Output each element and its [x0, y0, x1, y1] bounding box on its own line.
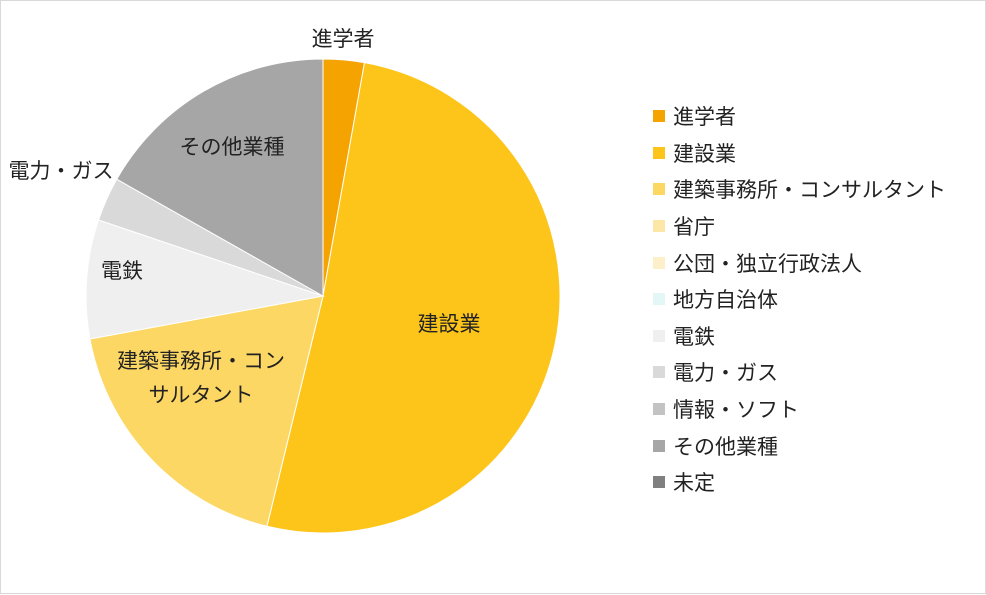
legend-swatch-0	[653, 110, 665, 123]
slice-label-6: 電鉄	[101, 259, 143, 283]
legend-swatch-10	[653, 476, 665, 489]
legend: 進学者建設業建築事務所・コンサルタント 省庁公団・独立行政法人 地方自治体電鉄電力・…	[653, 98, 946, 501]
legend-label-5: 地方自治体	[673, 288, 778, 313]
legend-item-9: その他業種	[653, 427, 946, 464]
legend-label-10: 未定	[673, 471, 715, 496]
slice-label-0: 進学者	[312, 27, 375, 51]
legend-swatch-3	[653, 220, 665, 233]
slice-label-2-line-1: サルタント	[149, 383, 254, 407]
legend-item-4: 公団・独立行政法人	[653, 244, 946, 281]
legend-item-1: 建設業	[653, 135, 946, 172]
slice-label-7: 電力・ガス	[9, 159, 114, 183]
slice-label-1: 建設業	[418, 312, 481, 336]
legend-swatch-6	[653, 329, 665, 342]
legend-item-6: 電鉄	[653, 318, 946, 355]
slice-label-9: その他業種	[180, 135, 285, 159]
slice-label-2-line-0: 建築事務所・コン	[117, 349, 285, 373]
legend-swatch-9	[653, 439, 665, 452]
legend-swatch-8	[653, 403, 665, 416]
legend-label-4: 公団・独立行政法人	[673, 251, 862, 276]
legend-label-7: 電力・ガス	[673, 361, 778, 386]
legend-item-2: 建築事務所・コンサルタント	[653, 171, 946, 208]
legend-item-10: 未定	[653, 464, 946, 501]
legend-item-0: 進学者	[653, 98, 946, 135]
legend-label-8: 情報・ソフト	[673, 398, 799, 423]
pie-slice-2	[89, 295, 324, 527]
legend-swatch-7	[653, 366, 665, 379]
legend-swatch-4	[653, 256, 665, 269]
legend-item-7: 電力・ガス	[653, 354, 946, 391]
legend-label-6: 電鉄	[673, 324, 715, 349]
legend-item-3: 省庁	[653, 208, 946, 245]
legend-item-5: 地方自治体	[653, 281, 946, 318]
pie-slices	[85, 58, 561, 534]
legend-label-1: 建設業	[673, 141, 736, 166]
pie-slice-6	[85, 219, 325, 340]
legend-label-0: 進学者	[673, 105, 736, 130]
legend-label-3: 省庁	[673, 215, 715, 240]
pie-slice-9	[116, 58, 324, 297]
legend-swatch-2	[653, 183, 665, 196]
legend-label-9: その他業種	[673, 434, 778, 459]
legend-swatch-1	[653, 146, 665, 159]
legend-swatch-5	[653, 293, 665, 306]
legend-item-8: 情報・ソフト	[653, 391, 946, 428]
pie-slice-1	[266, 62, 561, 534]
legend-label-2: 建築事務所・コンサルタント	[673, 178, 946, 203]
